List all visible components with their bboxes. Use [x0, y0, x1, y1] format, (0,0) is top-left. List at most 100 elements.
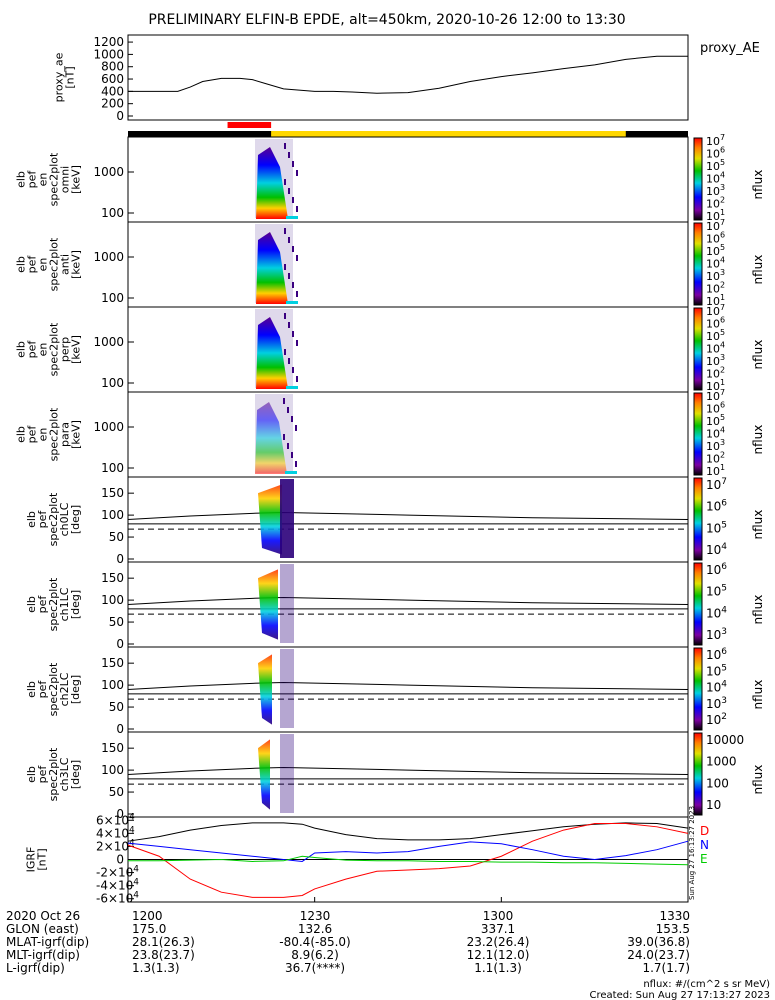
- spec-ylabel-line: elb: [15, 171, 28, 188]
- spec-colorbar-tick: 106: [706, 146, 725, 161]
- pa-ytick-label: 0: [116, 637, 124, 651]
- igrf-ylabel: IGRF[nT]: [25, 847, 49, 873]
- pa-colorbar-tick: 10000: [706, 733, 744, 747]
- spec-data-region: [255, 402, 287, 474]
- footer-value: 1300: [483, 909, 514, 923]
- pa-data-stripe: [280, 564, 294, 643]
- spec-colorbar: [693, 137, 703, 221]
- igrf-ytick-label: 4×104: [96, 825, 135, 840]
- igrf-legend-N: N: [700, 838, 709, 852]
- spec-speckle: [283, 398, 285, 404]
- pa-ytick-label: 50: [109, 785, 124, 799]
- spec-panel-frame: [127, 136, 689, 223]
- spec-data-region: [256, 232, 288, 304]
- pa-cbar-label: nflux: [751, 765, 765, 795]
- spec-speckle: [284, 179, 286, 185]
- spec-speckle: [284, 264, 286, 270]
- pa-panel-frame: [127, 476, 689, 563]
- pa-colorbar: [693, 562, 703, 646]
- spec-ytick-label: 1000: [93, 165, 124, 179]
- page-title: PRELIMINARY ELFIN-B EPDE, alt=450km, 202…: [148, 12, 625, 28]
- spec-ylabel-line: perp: [59, 337, 72, 362]
- spec-speckle: [284, 143, 286, 149]
- pa-ylabel-line: spec2plot: [47, 577, 60, 631]
- footer-value: 23.2(26.4): [467, 935, 530, 949]
- spec-data-edge: [286, 386, 298, 389]
- spec-speckle: [288, 237, 290, 243]
- pa-colorbar-tick: 100: [706, 776, 729, 790]
- pa-ylabel-line: pef: [36, 510, 49, 529]
- spec-colorbar: [693, 392, 703, 476]
- spec-speckle: [292, 331, 294, 337]
- igrf-ytick-label: 6×104: [96, 812, 135, 827]
- pa-colorbar: [693, 732, 703, 816]
- spec-colorbar-tick: 107: [706, 388, 725, 403]
- spec-speckle: [288, 322, 290, 328]
- spec-speckle: [283, 434, 285, 440]
- pa-cbar-label: nflux: [751, 595, 765, 625]
- spec-colorbar: [693, 307, 703, 391]
- pa-loss-cone-curve: [127, 596, 689, 605]
- spec-speckle: [292, 246, 294, 252]
- spec-speckle: [295, 425, 297, 431]
- footer-row-label: MLT-igrf(dip): [6, 948, 80, 962]
- footer-value: 1200: [132, 909, 163, 923]
- pa-ylabel-line: spec2plot: [47, 662, 60, 716]
- footer-row-label: MLAT-igrf(dip): [6, 935, 89, 949]
- igrf-legend-E: E: [700, 852, 708, 866]
- spec-speckle: [288, 273, 290, 279]
- spec-speckle: [284, 349, 286, 355]
- spec-speckle: [292, 282, 294, 288]
- spec-ylabel-line: [keV]: [70, 165, 83, 194]
- footer-value: 337.1: [481, 922, 515, 936]
- spec-cbar-label: nflux: [751, 170, 765, 200]
- spec-colorbar-tick: 101: [706, 293, 725, 308]
- spec-ylabel-line: elb: [15, 426, 28, 443]
- spec-colorbar-tick: 101: [706, 463, 725, 478]
- spec-colorbar: [693, 222, 703, 306]
- spec-ytick-label: 1000: [93, 420, 124, 434]
- spec-colorbar-tick: 104: [706, 341, 725, 356]
- pa-cbar-label: nflux: [751, 680, 765, 710]
- proxy-ytick-label: 400: [101, 84, 124, 98]
- pa-ylabel-line: ch0LC: [58, 502, 71, 536]
- pa-data-stripe: [280, 734, 294, 813]
- footer-created: Created: Sun Aug 27 17:13:27 2023: [590, 990, 770, 1000]
- proxy-ytick-label: 800: [101, 60, 124, 74]
- spec-speckle: [296, 206, 298, 212]
- pa-ytick-label: 100: [101, 593, 124, 607]
- spec-speckle: [292, 367, 294, 373]
- spec-speckle: [284, 228, 286, 234]
- proxy-ylabel-line: [nT]: [64, 66, 77, 88]
- footer-value: 24.0(23.7): [627, 948, 690, 962]
- spec-data-edge: [286, 216, 298, 219]
- pa-ylabel-line: ch3LC: [58, 757, 71, 791]
- pa-ytick-label: 100: [101, 508, 124, 522]
- footer-value: 153.5: [656, 922, 690, 936]
- spec-ylabel-line: en: [37, 428, 50, 442]
- spec-colorbar-tick: 104: [706, 171, 725, 186]
- igrf-ytick-label: -2×104: [96, 865, 139, 880]
- spec-ylabel-line: pef: [26, 340, 39, 359]
- spec-ytick-label: 1000: [93, 335, 124, 349]
- spec-colorbar-tick: 101: [706, 378, 725, 393]
- pa-ytick-label: 0: [116, 722, 124, 736]
- footer-value: 8.9(6.2): [291, 948, 339, 962]
- spec-colorbar-tick: 102: [706, 281, 725, 296]
- pa-ylabel-line: elb: [25, 766, 38, 783]
- pa-ylabel-line: pef: [36, 595, 49, 614]
- pa-colorbar-tick: 104: [706, 605, 727, 620]
- pa-ytick-label: 100: [101, 763, 124, 777]
- spec-speckle: [296, 291, 298, 297]
- pa-loss-cone-curve: [127, 681, 689, 690]
- spec-speckle: [288, 152, 290, 158]
- pa-cbar-label: nflux: [751, 510, 765, 540]
- spec-data-region: [256, 147, 288, 219]
- spec-cbar-label: nflux: [751, 425, 765, 455]
- spec-speckle: [292, 197, 294, 203]
- pa-colorbar-tick: 105: [706, 663, 727, 678]
- pa-ylabel-line: elb: [25, 681, 38, 698]
- spec-speckle: [287, 443, 289, 449]
